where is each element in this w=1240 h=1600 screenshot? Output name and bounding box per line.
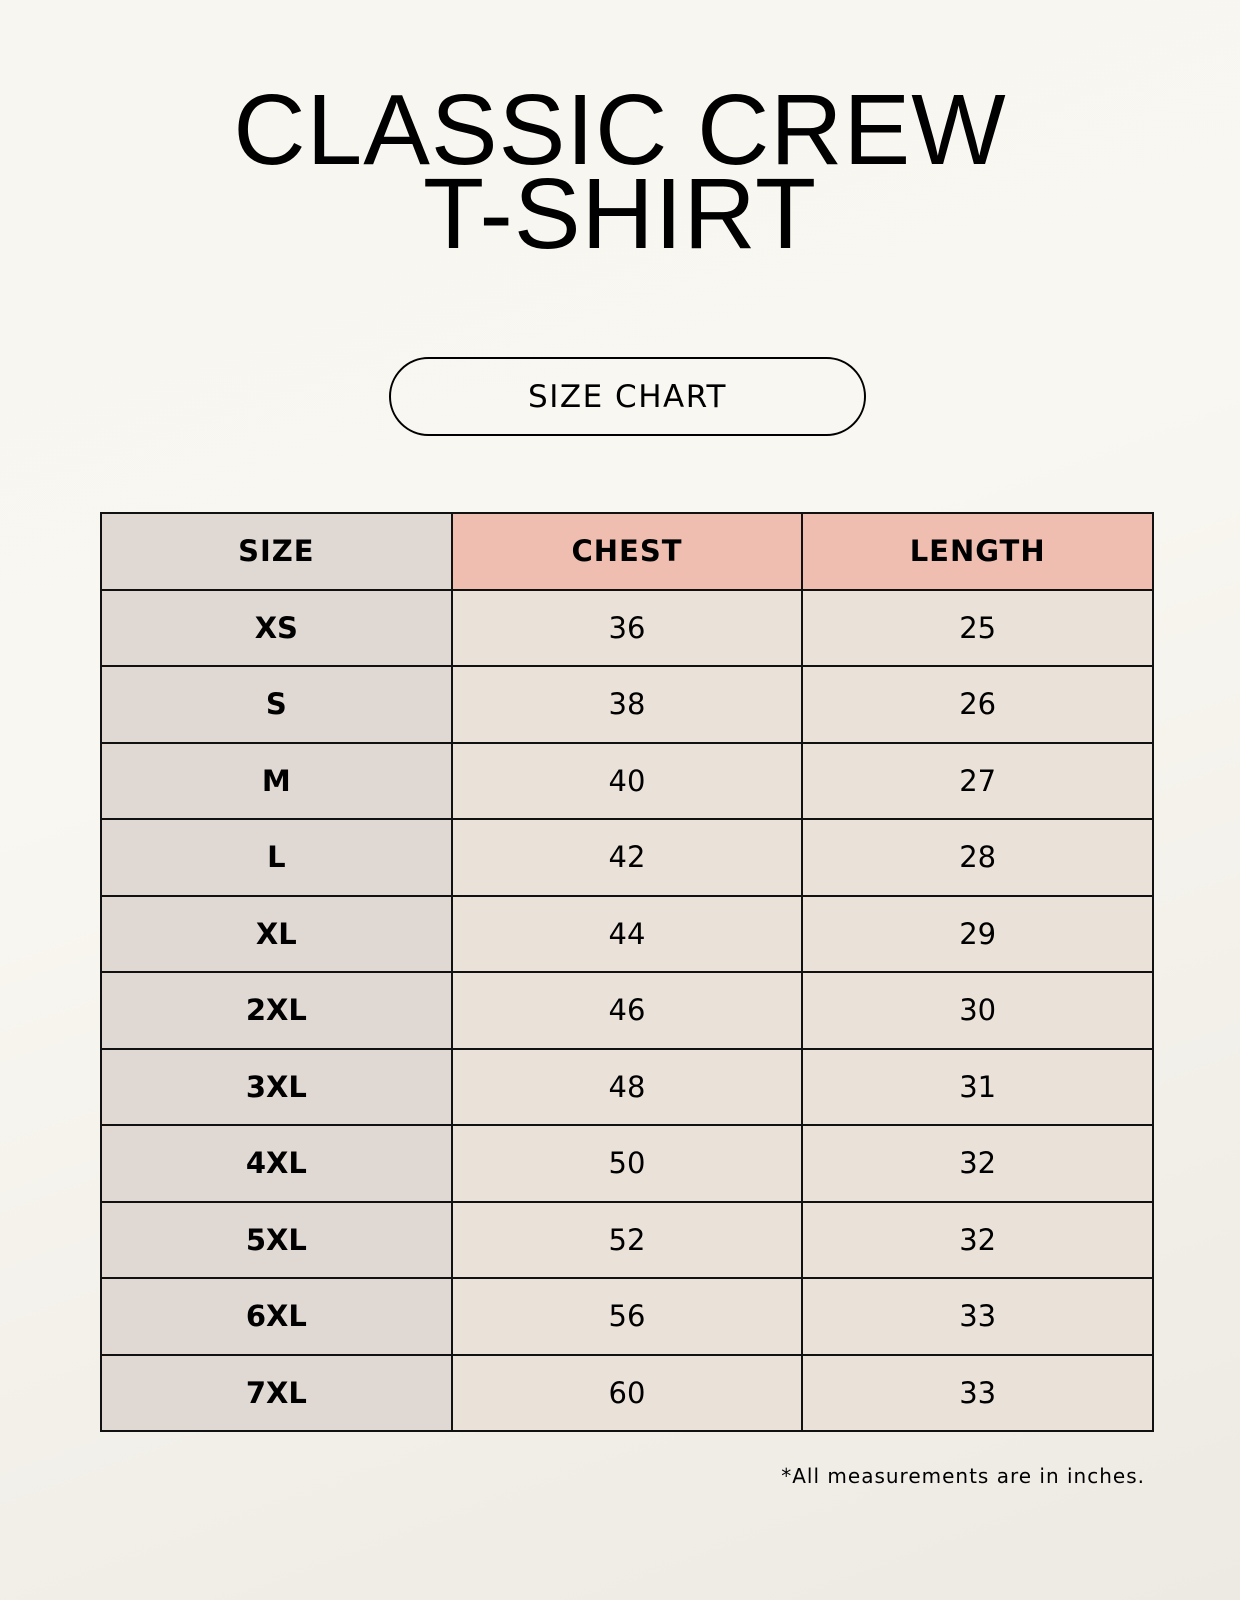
- length-cell: 33: [801, 1353, 1154, 1432]
- table-row: 2XL 46 30: [100, 971, 1154, 1050]
- chest-cell: 48: [450, 1047, 804, 1126]
- table-header-row: SIZE CHEST LENGTH: [100, 512, 1154, 591]
- chest-cell: 42: [450, 818, 804, 897]
- table-row: S 38 26: [100, 665, 1154, 744]
- header-size: SIZE: [100, 512, 453, 591]
- size-cell: 7XL: [100, 1353, 453, 1432]
- table-row: L 42 28: [100, 818, 1154, 897]
- table-row: 3XL 48 31: [100, 1047, 1154, 1126]
- chest-cell: 60: [450, 1353, 804, 1432]
- size-cell: M: [100, 741, 453, 820]
- chest-cell: 36: [450, 588, 804, 667]
- size-cell: 4XL: [100, 1124, 453, 1203]
- size-cell: XS: [100, 588, 453, 667]
- size-table: SIZE CHEST LENGTH XS 36 25 S 38 26 M 40 27 L 42 28 X…: [100, 512, 1154, 1432]
- length-cell: 32: [801, 1200, 1154, 1279]
- chest-cell: 46: [450, 971, 804, 1050]
- chest-cell: 56: [450, 1277, 804, 1356]
- length-cell: 25: [801, 588, 1154, 667]
- title-line-1: CLASSIC CREW: [233, 74, 1007, 186]
- chest-cell: 52: [450, 1200, 804, 1279]
- length-cell: 27: [801, 741, 1154, 820]
- table-row: 6XL 56 33: [100, 1277, 1154, 1356]
- size-cell: 6XL: [100, 1277, 453, 1356]
- chest-cell: 40: [450, 741, 804, 820]
- table-row: XS 36 25: [100, 588, 1154, 667]
- size-cell: 2XL: [100, 971, 453, 1050]
- size-cell: 3XL: [100, 1047, 453, 1126]
- size-cell: L: [100, 818, 453, 897]
- size-cell: XL: [100, 894, 453, 973]
- chest-cell: 38: [450, 665, 804, 744]
- table-row: 5XL 52 32: [100, 1200, 1154, 1279]
- size-chart-badge: SIZE CHART: [389, 357, 866, 436]
- footnote: *All measurements are in inches.: [781, 1464, 1145, 1488]
- length-cell: 26: [801, 665, 1154, 744]
- chest-cell: 44: [450, 894, 804, 973]
- length-cell: 32: [801, 1124, 1154, 1203]
- title-line-2: T-SHIRT: [422, 158, 818, 270]
- table-row: 7XL 60 33: [100, 1353, 1154, 1432]
- length-cell: 33: [801, 1277, 1154, 1356]
- length-cell: 29: [801, 894, 1154, 973]
- page-title: CLASSIC CREW T-SHIRT: [0, 80, 1240, 264]
- size-cell: 5XL: [100, 1200, 453, 1279]
- table-row: 4XL 50 32: [100, 1124, 1154, 1203]
- header-chest: CHEST: [450, 512, 804, 591]
- table-row: XL 44 29: [100, 894, 1154, 973]
- length-cell: 30: [801, 971, 1154, 1050]
- table-row: M 40 27: [100, 741, 1154, 820]
- chest-cell: 50: [450, 1124, 804, 1203]
- length-cell: 31: [801, 1047, 1154, 1126]
- header-length: LENGTH: [801, 512, 1154, 591]
- size-cell: S: [100, 665, 453, 744]
- length-cell: 28: [801, 818, 1154, 897]
